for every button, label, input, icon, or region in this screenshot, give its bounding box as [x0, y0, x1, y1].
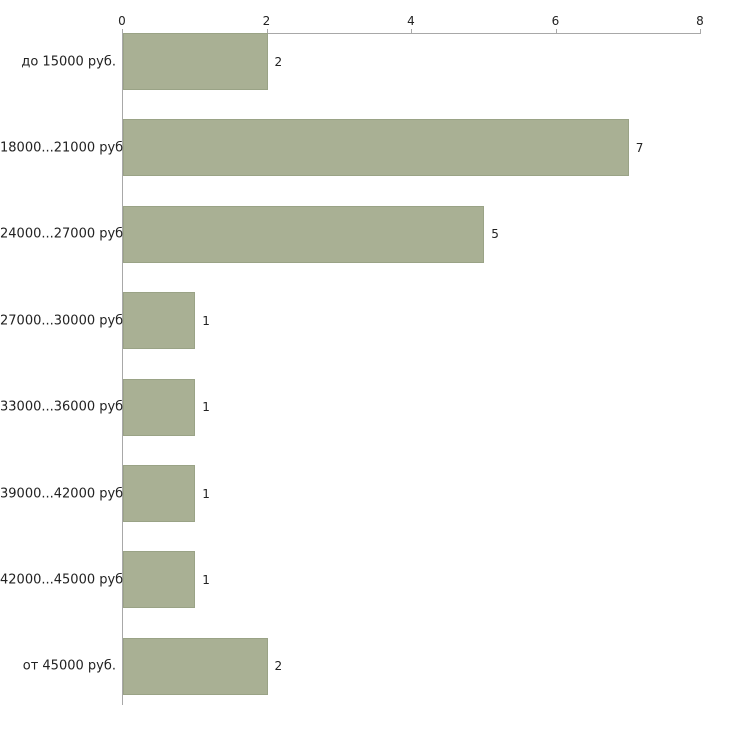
- bar: [123, 378, 196, 436]
- bar: [123, 637, 268, 695]
- bar: [123, 551, 196, 609]
- x-tick-label: 4: [407, 14, 415, 28]
- y-axis-line: [122, 33, 123, 705]
- x-tick-mark: [266, 29, 268, 34]
- bar: [123, 205, 485, 263]
- category-label: 18000...21000 руб.: [0, 140, 128, 156]
- bar: [123, 465, 196, 522]
- bar: [123, 119, 629, 177]
- bar: [123, 33, 268, 90]
- value-label: 2: [274, 659, 283, 674]
- x-tick-label: 8: [696, 14, 704, 28]
- category-label: от 45000 руб.: [22, 658, 116, 674]
- value-label: 5: [491, 227, 499, 242]
- x-tick-label: 2: [262, 14, 271, 28]
- value-label: 1: [202, 400, 210, 415]
- value-label: 7: [635, 140, 644, 155]
- category-label: 33000...36000 руб.: [0, 399, 128, 415]
- category-label: 42000...45000 руб.: [0, 572, 128, 588]
- value-label: 1: [202, 572, 210, 587]
- value-label: 1: [202, 313, 210, 328]
- value-label: 2: [274, 54, 283, 69]
- x-tick-mark: [555, 29, 557, 34]
- value-label: 1: [202, 486, 210, 501]
- category-label: 39000...42000 руб.: [0, 486, 128, 501]
- x-tick-label: 6: [551, 14, 560, 28]
- x-tick-mark: [411, 29, 412, 34]
- bar: [123, 292, 196, 350]
- x-tick-mark: [700, 29, 701, 34]
- category-label: 24000...27000 руб.: [0, 226, 128, 242]
- category-label: 27000...30000 руб.: [0, 313, 128, 329]
- x-tick-label: 0: [118, 14, 126, 28]
- x-tick-mark: [122, 29, 123, 34]
- category-label: до 15000 руб.: [21, 54, 116, 69]
